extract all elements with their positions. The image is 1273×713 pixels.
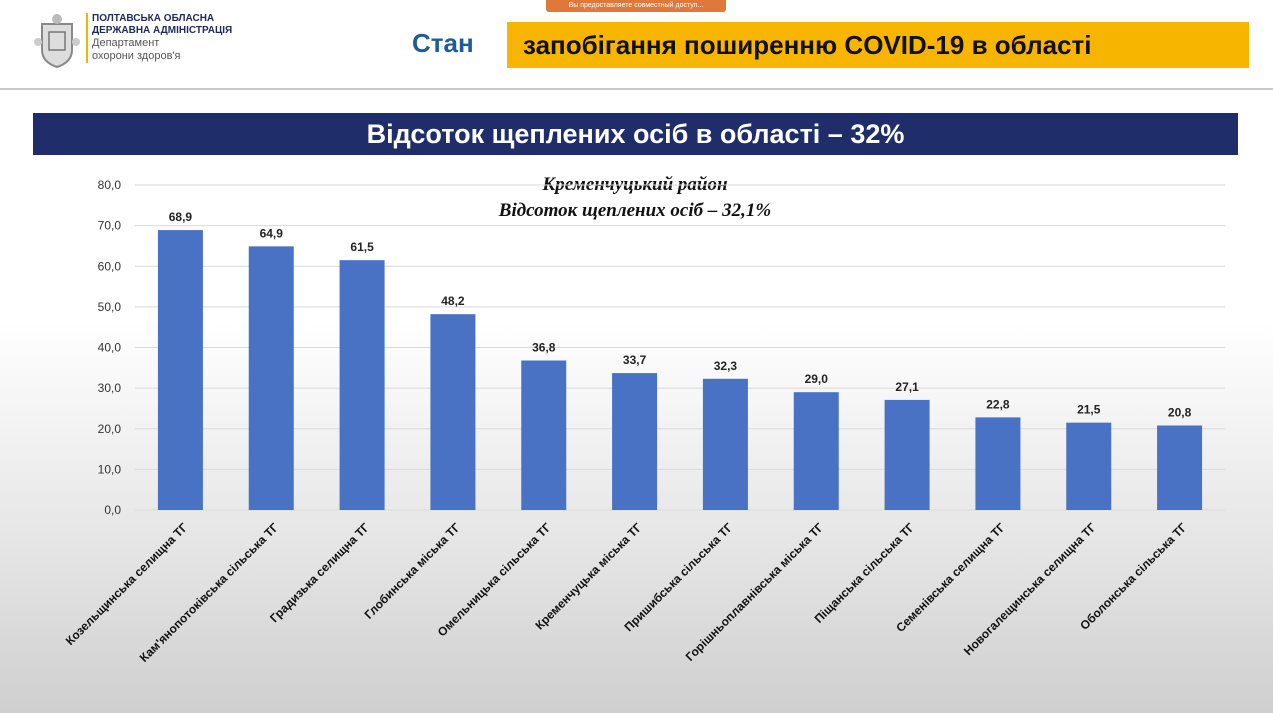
- chart-subtitle: Відсоток щеплених осіб – 32,1%: [498, 200, 771, 221]
- bar: [339, 260, 385, 510]
- bar: [1157, 425, 1203, 510]
- bar: [612, 373, 658, 510]
- x-tick-label: Піщанська сільська ТГ: [812, 520, 918, 626]
- data-label: 33,7: [623, 353, 647, 367]
- data-label: 29,0: [805, 372, 829, 386]
- x-tick-label: Оболонська сільська ТГ: [1077, 520, 1190, 633]
- org-line1: ПОЛТАВСЬКА ОБЛАСНА: [92, 13, 215, 24]
- bar: [975, 417, 1021, 510]
- screen-share-notice[interactable]: Вы предоставляете совместный доступ...: [546, 0, 726, 12]
- data-label: 21,5: [1077, 403, 1101, 417]
- data-label: 68,9: [169, 210, 193, 224]
- data-label: 27,1: [895, 380, 919, 394]
- page-title: запобігання поширенню COVID-19 в області: [507, 22, 1249, 68]
- coat-of-arms-logo: [34, 14, 80, 69]
- y-tick-label: 10,0: [98, 462, 122, 476]
- bar: [793, 392, 839, 510]
- data-label: 32,3: [714, 359, 738, 373]
- org-line2: ДЕРЖАВНА АДМІНІСТРАЦІЯ: [92, 25, 233, 36]
- bar: [521, 360, 567, 510]
- region-banner: Відсоток щеплених осіб в області – 32%: [33, 113, 1238, 155]
- y-tick-label: 80,0: [98, 178, 122, 192]
- data-label: 36,8: [532, 341, 556, 355]
- data-label: 61,5: [350, 240, 374, 254]
- x-tick-label: Глобинська міська ТГ: [362, 520, 464, 622]
- y-tick-label: 50,0: [98, 300, 122, 314]
- dept-line2: охорони здоров'я: [92, 50, 181, 62]
- data-label: 64,9: [260, 226, 284, 240]
- data-label: 20,8: [1168, 406, 1192, 420]
- y-tick-label: 20,0: [98, 422, 122, 436]
- title-prefix: Стан: [412, 28, 474, 58]
- data-label: 48,2: [441, 294, 465, 308]
- y-tick-label: 40,0: [98, 341, 122, 355]
- x-tick-label: Градизька селищна ТГ: [267, 520, 372, 625]
- dept-line1: Департамент: [92, 37, 160, 49]
- bar: [702, 378, 748, 510]
- organization-name: ПОЛТАВСЬКА ОБЛАСНА ДЕРЖАВНА АДМІНІСТРАЦІ…: [86, 13, 232, 63]
- bar: [157, 230, 203, 510]
- bar: [248, 246, 294, 510]
- bar: [430, 314, 476, 510]
- y-tick-label: 30,0: [98, 381, 122, 395]
- data-label: 22,8: [986, 397, 1010, 411]
- y-tick-label: 70,0: [98, 219, 122, 233]
- header-divider: [0, 88, 1273, 90]
- bar: [884, 399, 930, 510]
- x-tick-label: Кременчуцька міська ТГ: [532, 520, 644, 632]
- bar: [1066, 422, 1112, 510]
- y-tick-label: 0,0: [104, 503, 121, 517]
- y-tick-label: 60,0: [98, 259, 122, 273]
